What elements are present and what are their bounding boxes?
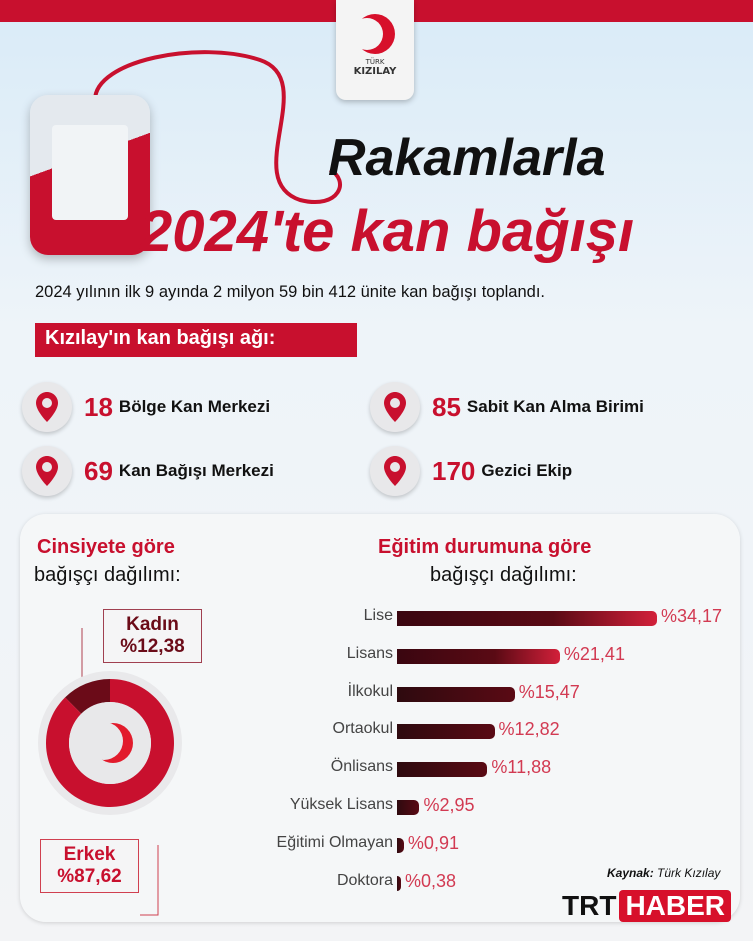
kizilay-logo: TÜRK KIZILAY (336, 0, 414, 100)
network-item: 18 Bölge Kan Merkezi (22, 382, 270, 432)
crescent-icon (351, 14, 395, 54)
network-name: Gezici Ekip (481, 461, 573, 480)
network-label: Kızılay'ın kan bağışı ağı: (35, 323, 357, 357)
male-callout: Erkek %87,62 (40, 839, 139, 893)
bar-value-label: %15,47 (518, 681, 580, 702)
logo-haber: HABER (619, 890, 731, 922)
network-item: 69 Kan Bağışı Merkezi (22, 446, 274, 496)
location-pin-icon (370, 446, 420, 496)
network-count: 170 (432, 455, 476, 486)
donut-slice-kadın (65, 679, 110, 714)
logo-text: KIZILAY (353, 66, 397, 77)
bar (397, 686, 515, 702)
network-item: 85 Sabit Kan Alma Birimi (370, 382, 644, 432)
gender-chart-title: Cinsiyete göre (37, 536, 175, 558)
source-text: Türk Kızılay (657, 866, 721, 880)
bar-category-label: İlkokul (347, 682, 393, 700)
title-line-1: Rakamlarla (328, 129, 606, 187)
bar (397, 875, 401, 891)
bar (397, 648, 560, 664)
bar-value-label: %11,88 (491, 757, 552, 778)
female-label: Kadın (126, 614, 179, 635)
logo-trt: TRT (562, 890, 617, 921)
network-count: 85 (432, 391, 461, 422)
location-pin-icon (22, 382, 72, 432)
bar-value-label: %2,95 (423, 795, 475, 815)
female-callout: Kadın %12,38 (103, 609, 202, 663)
bar-value-label: %0,91 (407, 832, 459, 853)
bar-category-label: Yüksek Lisans (289, 796, 393, 813)
bar (397, 762, 488, 778)
title-line-2: 2024'te kan bağışı (140, 199, 635, 264)
bar-category-label: Eğitimi Olmayan (276, 833, 393, 851)
network-count: 18 (84, 391, 113, 422)
subtitle: 2024 yılının ilk 9 ayında 2 milyon 59 bi… (35, 283, 546, 301)
trt-haber-logo: TRT HABER (562, 890, 731, 922)
male-value: %87,62 (57, 866, 122, 887)
bar-value-label: %12,82 (498, 719, 560, 740)
gender-chart-subtitle: bağışçı dağılımı: (34, 564, 181, 586)
bar-category-label: Lisans (346, 644, 393, 662)
location-pin-icon (370, 382, 420, 432)
bar (397, 800, 420, 815)
network-name: Bölge Kan Merkezi (118, 397, 271, 416)
bar (397, 611, 657, 626)
bar-value-label: %34,17 (661, 606, 723, 626)
education-chart-subtitle: bağışçı dağılımı: (430, 564, 577, 586)
bar-category-label: Önlisans (330, 758, 393, 776)
gender-donut-chart (38, 628, 182, 916)
network-count: 69 (84, 455, 113, 486)
logo-text-small: TÜRK (365, 58, 385, 66)
education-chart-title: Eğitim durumuna göre (378, 536, 592, 558)
location-pin-icon (22, 446, 72, 496)
donut-slice-erkek (45, 679, 174, 807)
network-name: Kan Bağışı Merkezi (118, 461, 274, 480)
network-item: 170 Gezici Ekip (370, 446, 572, 496)
bar-category-label: Ortaokul (332, 720, 393, 738)
bar (397, 837, 404, 853)
bar-value-label: %21,41 (563, 643, 625, 664)
bar (397, 724, 495, 740)
blood-bag-icon (30, 95, 150, 255)
male-label: Erkek (63, 844, 116, 865)
female-value: %12,38 (120, 636, 185, 657)
bar-category-label: Doktora (336, 871, 393, 889)
source-label: Kaynak: (607, 866, 654, 880)
bar-category-label: Lise (363, 607, 393, 624)
bar-value-label: %0,38 (405, 870, 457, 891)
source: Kaynak: Türk Kızılay (607, 866, 720, 880)
network-name: Sabit Kan Alma Birimi (466, 397, 644, 416)
